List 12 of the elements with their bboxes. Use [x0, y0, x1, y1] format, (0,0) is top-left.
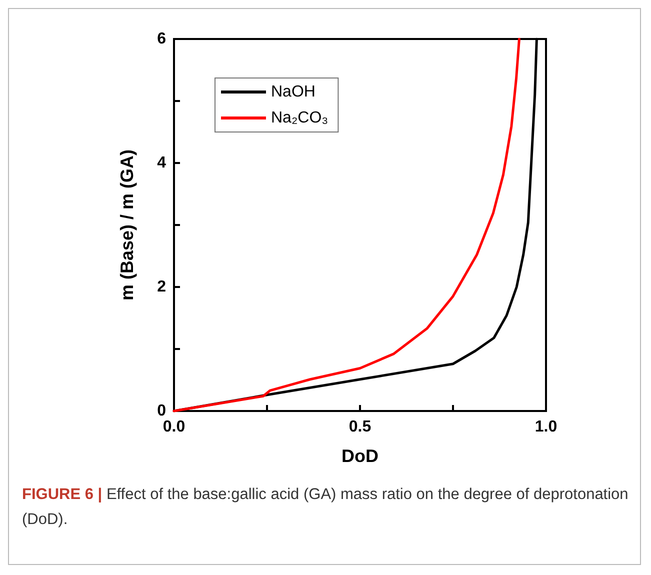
x-tick-label: 0.0 [162, 418, 186, 436]
text: FIGURE 6 | Effect of the base:gallic acid (GA) mass ratio on the degree of deprotonation (DoD). [22, 486, 628, 528]
x-tick-label: 1.0 [534, 418, 558, 436]
x-tick-label: 0.5 [348, 418, 372, 436]
y-tick-label: 0 [157, 402, 166, 420]
legend-label: NaOH [271, 84, 316, 100]
legend-label: Na₂CO₃ [271, 110, 328, 126]
y-tick-label: 2 [157, 278, 166, 296]
x-axis-title: DoD [342, 446, 378, 466]
y-tick-label: 6 [157, 30, 166, 48]
y-tick-label: 4 [157, 154, 166, 172]
y-axis-title: m (Base) / m (GA) [117, 149, 137, 301]
